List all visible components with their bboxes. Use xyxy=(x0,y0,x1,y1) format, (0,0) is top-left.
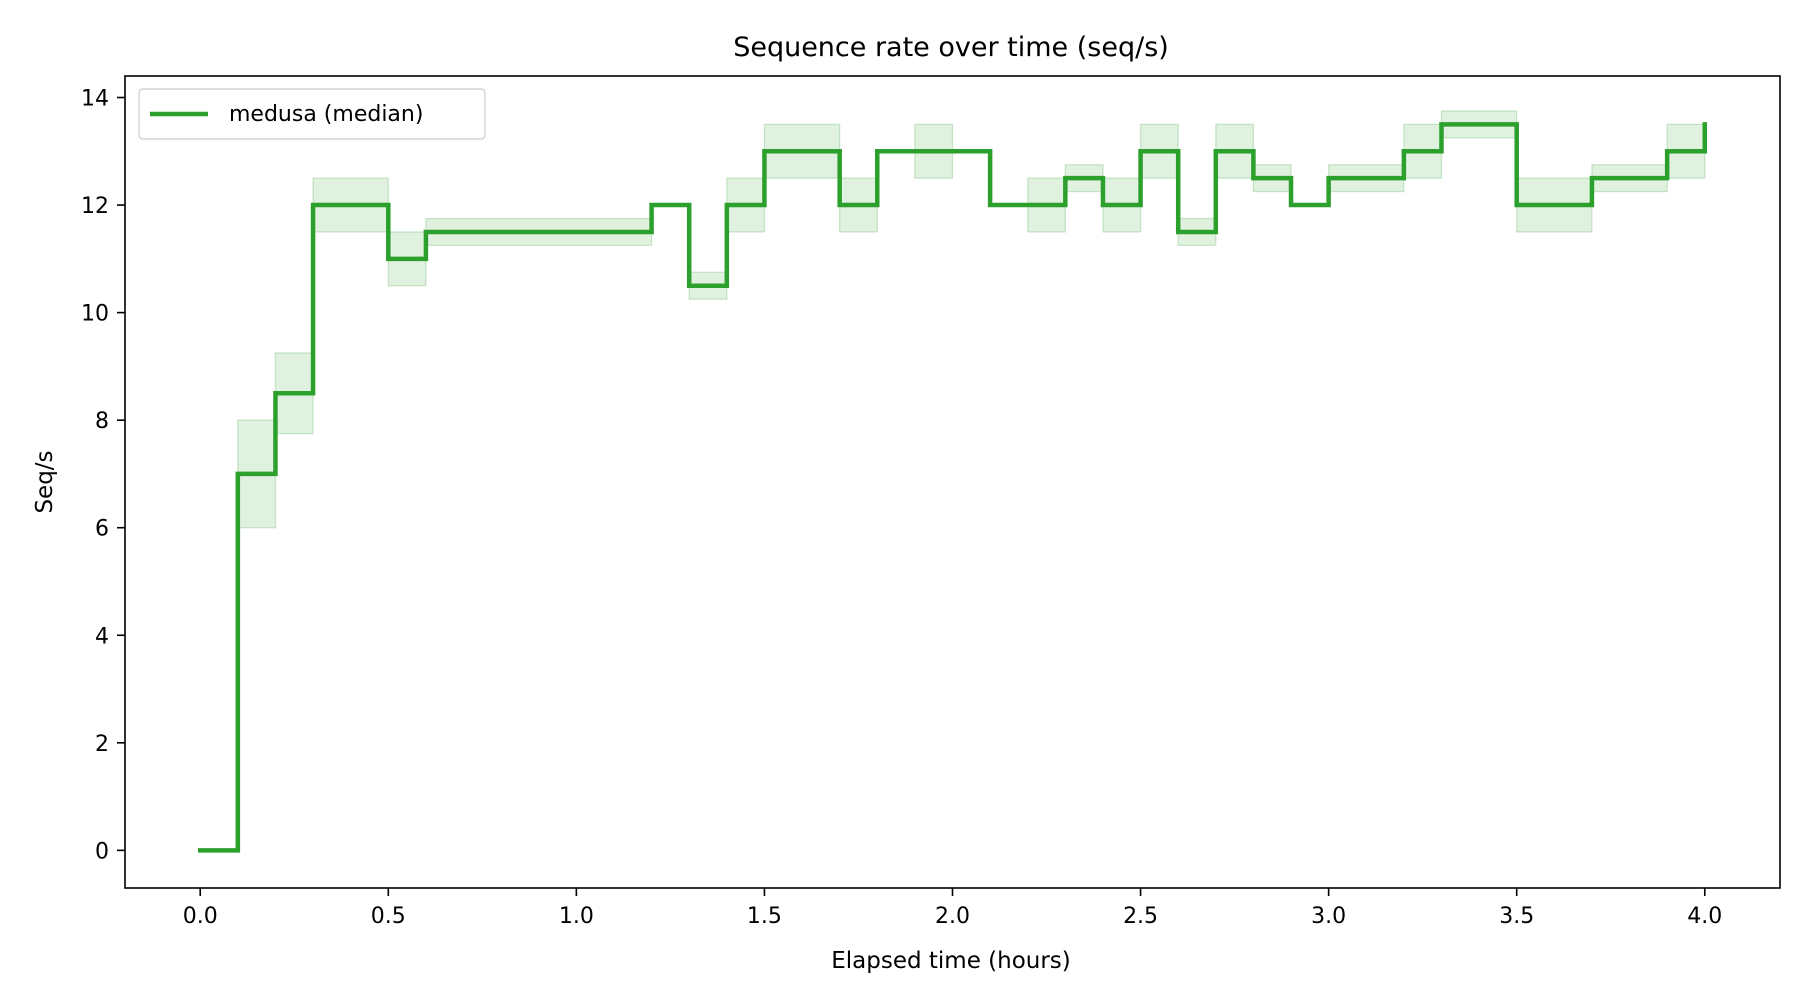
x-tick-label: 4.0 xyxy=(1687,904,1722,929)
chart-title: Sequence rate over time (seq/s) xyxy=(733,32,1169,63)
legend-label-medusa: medusa (median) xyxy=(229,102,423,127)
y-tick-label: 14 xyxy=(81,87,109,112)
y-tick-label: 6 xyxy=(95,517,109,542)
y-tick-label: 2 xyxy=(95,732,109,757)
plot-area xyxy=(125,76,1780,888)
series-line-medusa xyxy=(197,122,1708,853)
x-tick-label: 1.0 xyxy=(559,904,594,929)
x-tick-label: 3.5 xyxy=(1499,904,1534,929)
y-tick-label: 0 xyxy=(95,839,109,864)
x-tick-label: 2.0 xyxy=(935,904,970,929)
y-tick-label: 10 xyxy=(81,302,109,327)
y-axis-title: Seq/s xyxy=(32,450,58,513)
x-axis-title: Elapsed time (hours) xyxy=(831,948,1071,974)
y-tick-label: 4 xyxy=(95,624,109,649)
x-tick-label: 3.0 xyxy=(1311,904,1346,929)
legend-box xyxy=(138,88,486,140)
x-tick-label: 0.0 xyxy=(183,904,218,929)
y-tick-label: 12 xyxy=(81,194,109,219)
y-tick-label: 8 xyxy=(95,409,109,434)
series-lines xyxy=(197,122,1708,853)
legend: medusa (median) xyxy=(138,88,486,140)
x-axis-ticks: 0.0 0.5 1.0 1.5 2.0 2.5 3.0 3.5 4.0 xyxy=(183,888,1722,929)
y-axis-ticks: 0 2 4 6 8 10 12 14 xyxy=(81,87,125,864)
x-tick-label: 0.5 xyxy=(371,904,406,929)
x-tick-label: 1.5 xyxy=(747,904,782,929)
x-tick-label: 2.5 xyxy=(1123,904,1158,929)
